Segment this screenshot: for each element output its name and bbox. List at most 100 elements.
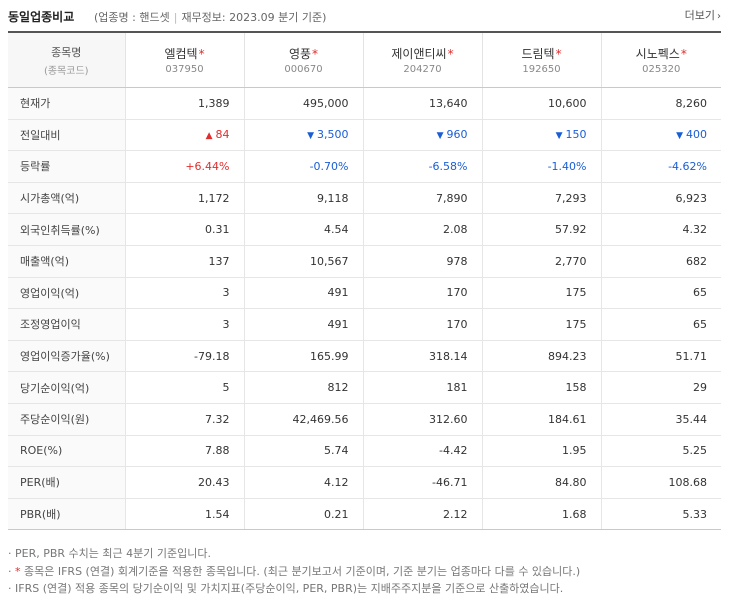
triangle-down-icon: ▼ — [307, 131, 314, 142]
footnote: · * 종목은 IFRS (연결) 회계기준을 적용한 종목입니다. (최근 분… — [8, 564, 581, 578]
table-header-row: 종목명 (종목코드) 엘컴텍* 037950 영풍* 000670 제이앤티씨* 20… — [8, 31, 721, 88]
company-code: 037950 — [165, 64, 204, 75]
company-header-0[interactable]: 엘컴텍* 037950 — [124, 31, 244, 88]
table-cell: 3 — [124, 308, 244, 341]
cell-value: 318.14 — [429, 349, 468, 363]
table-cell: 812 — [243, 371, 363, 404]
company-code: 192650 — [522, 64, 561, 75]
cell-value: 42,469.56 — [292, 412, 349, 426]
company-header-2[interactable]: 제이앤티씨* 204270 — [362, 31, 482, 88]
table-cell: 894.23 — [481, 340, 601, 373]
cell-value: 108.68 — [668, 475, 708, 489]
table-cell: -79.18 — [124, 340, 244, 373]
company-header-3[interactable]: 드림텍* 192650 — [481, 31, 601, 88]
triangle-up-icon: ▲ — [205, 131, 213, 142]
table-cell: 5.33 — [600, 498, 721, 531]
company-name[interactable]: 시노펙스 — [635, 47, 680, 61]
label-header-name: 종목명 — [51, 45, 82, 59]
cell-value: -4.62% — [668, 159, 707, 173]
cell-value: 1.95 — [562, 444, 587, 458]
ifrs-star-icon: * — [198, 47, 205, 61]
company-header-4[interactable]: 시노펙스* 025320 — [600, 31, 721, 88]
cell-value: 181 — [446, 381, 468, 395]
cell-value: 3,500 — [317, 128, 349, 142]
cell-value: 20.43 — [198, 475, 230, 489]
table-cell: 495,000 — [243, 87, 363, 120]
table-cell: 6,923 — [600, 182, 721, 215]
table-row: ROE(%) 7.88 5.74 -4.42 1.95 5.25 — [8, 435, 721, 468]
table-row: 등락률 +6.44% -0.70% -6.58% -1.40% -4.62% — [8, 150, 721, 183]
row-label: 조정영업이익 — [8, 308, 125, 341]
table-cell: -4.62% — [600, 150, 721, 183]
peer-comparison-table: 종목명 (종목코드) 엘컴텍* 037950 영풍* 000670 제이앤티씨* 20… — [8, 31, 721, 531]
company-code: 025320 — [642, 64, 681, 75]
cell-value: 7,890 — [436, 191, 468, 205]
table-cell: 108.68 — [600, 466, 721, 499]
cell-value: -4.42 — [439, 444, 468, 458]
company-name[interactable]: 드림텍 — [521, 47, 555, 61]
company-code: 204270 — [403, 64, 442, 75]
cell-value: 84 — [215, 128, 230, 142]
table-cell: 10,600 — [481, 87, 601, 120]
row-label: 주당순이익(원) — [8, 403, 125, 436]
cell-value: 6,923 — [675, 191, 708, 205]
table-cell: 65 — [600, 277, 721, 310]
ifrs-star-icon: * — [312, 47, 319, 61]
company-name[interactable]: 영풍 — [288, 47, 312, 61]
table-cell: 137 — [124, 245, 244, 278]
ifrs-star-icon: * — [15, 564, 21, 578]
table-row: 전일대비 ▲ 84 ▼ 3,500 ▼ 960 ▼ 150 ▼ 400 — [8, 119, 721, 152]
table-cell: ▼ 3,500 — [243, 119, 363, 152]
table-cell: +6.44% — [124, 150, 244, 183]
table-cell: -4.42 — [362, 435, 482, 468]
cell-value: 5.25 — [682, 444, 708, 458]
table-cell: 1,389 — [124, 87, 244, 120]
cell-value: 170 — [446, 317, 468, 331]
cell-value: 491 — [327, 317, 349, 331]
ifrs-star-icon: * — [555, 47, 562, 61]
row-label: 매출액(억) — [8, 245, 125, 278]
footnotes: · PER, PBR 수치는 최근 4분기 기준입니다. · * 종목은 IFR… — [8, 545, 580, 598]
cell-value: 137 — [208, 254, 230, 268]
cell-value: -1.40% — [547, 159, 587, 173]
cell-value: 184.61 — [548, 412, 587, 426]
cell-value: 65 — [693, 286, 707, 300]
table-cell: 7,293 — [481, 182, 601, 215]
table-cell: 158 — [481, 371, 601, 404]
row-label: 당기순이익(억) — [8, 371, 125, 404]
table-cell: 5.74 — [243, 435, 363, 468]
company-name[interactable]: 엘컴텍 — [164, 47, 198, 61]
company-header-1[interactable]: 영풍* 000670 — [243, 31, 363, 88]
section-title: 동일업종비교 — [8, 10, 75, 24]
table-cell: 175 — [481, 308, 601, 341]
cell-value: 2.08 — [443, 223, 468, 237]
cell-value: 4.54 — [324, 223, 349, 237]
table-cell: 318.14 — [362, 340, 482, 373]
table-cell: 2.08 — [362, 213, 482, 246]
cell-value: 13,640 — [429, 96, 468, 110]
table-cell: 1.95 — [481, 435, 601, 468]
company-name[interactable]: 제이앤티씨 — [391, 47, 447, 61]
table-row: 외국인취득률(%) 0.31 4.54 2.08 57.92 4.32 — [8, 213, 721, 246]
row-label: 영업이익(억) — [8, 277, 125, 310]
cell-value: 1.68 — [562, 507, 587, 521]
more-link[interactable]: 더보기 › — [685, 7, 721, 23]
table-row: 당기순이익(억) 5 812 181 158 29 — [8, 371, 721, 404]
table-row: 주당순이익(원) 7.32 42,469.56 312.60 184.61 35.44 — [8, 403, 721, 436]
cell-value: 65 — [693, 317, 707, 331]
table-row: 영업이익증가율(%) -79.18 165.99 318.14 894.23 51.71 — [8, 340, 721, 373]
table-cell: 9,118 — [243, 182, 363, 215]
footnote: · IFRS (연결) 적용 종목의 당기순이익 및 가치지표(주당순이익, P… — [8, 582, 564, 595]
cell-value: 9,118 — [317, 191, 349, 205]
cell-value: 0.21 — [324, 507, 349, 521]
cell-value: 2,770 — [555, 254, 587, 268]
table-row: 현재가 1,389 495,000 13,640 10,600 8,260 — [8, 87, 721, 120]
cell-value: 35.44 — [675, 412, 708, 426]
row-label: 현재가 — [8, 87, 125, 120]
cell-value: 2.12 — [443, 507, 468, 521]
cell-value: 29 — [693, 381, 707, 395]
row-label: 전일대비 — [8, 119, 125, 152]
table-cell: 29 — [600, 371, 721, 404]
table-row: 조정영업이익 3 491 170 175 65 — [8, 308, 721, 341]
table-body: 현재가 1,389 495,000 13,640 10,600 8,260 전일대비 ▲ 84 ▼… — [8, 87, 721, 531]
